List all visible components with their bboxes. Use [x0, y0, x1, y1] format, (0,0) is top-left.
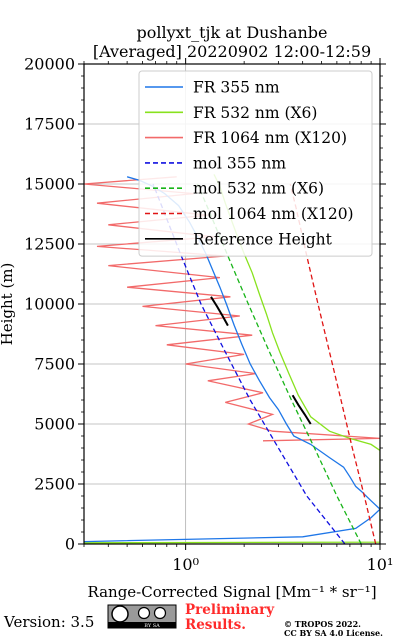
- legend-label: mol 355 nm: [193, 154, 286, 172]
- by-icon: [137, 606, 151, 620]
- legend-label: mol 1064 nm (X120): [193, 205, 354, 223]
- y-tick-label: 17500: [24, 115, 75, 134]
- y-tick-label: 15000: [24, 175, 75, 194]
- preliminary-text: Preliminary: [185, 602, 275, 618]
- cc-license-badge: BY SA: [107, 604, 177, 629]
- y-tick-label: 0: [65, 535, 75, 554]
- x-tick-label: 10¹: [367, 555, 394, 574]
- series-line-reference-height: [210, 296, 229, 327]
- results-text: Results.: [185, 617, 246, 633]
- chart-subtitle: [Averaged] 20220902 12:00-12:59: [93, 42, 371, 61]
- version-label: Version: 3.5: [3, 613, 94, 631]
- y-tick-label: 20000: [24, 55, 75, 74]
- footer: Version: 3.5 BY SA Preliminary Results. …: [3, 602, 383, 638]
- x-axis-label: Range-Corrected Signal [Mm⁻¹ * sr⁻¹]: [87, 583, 376, 601]
- license-badge-text: BY SA: [144, 623, 160, 629]
- legend-label: mol 532 nm (X6): [193, 180, 324, 198]
- legend-label: Reference Height: [193, 230, 333, 248]
- plot-border: [83, 63, 381, 545]
- legend-label: FR 1064 nm (X120): [193, 129, 347, 147]
- copyright-text: © TROPOS 2022.: [284, 619, 361, 629]
- y-tick-label: 10000: [24, 295, 75, 314]
- license-text: CC BY SA 4.0 License.: [284, 628, 383, 638]
- x-tick-label: 10⁰: [172, 555, 199, 574]
- y-tick-label: 5000: [34, 415, 75, 434]
- legend-box: [138, 70, 373, 257]
- sa-icon: [153, 606, 167, 620]
- reference-height-segment: [291, 394, 312, 425]
- legend: FR 355 nm FR 532 nm (X6) FR 1064 nm (X120)…: [138, 70, 373, 257]
- legend-label: FR 532 nm (X6): [193, 104, 317, 122]
- series-line-mol-355-nm: [152, 183, 346, 544]
- y-axis-label: Height (m): [0, 263, 16, 346]
- chart-title: pollyxt_tjk at Dushanbe: [136, 23, 327, 42]
- y-tick-label: 12500: [24, 235, 75, 254]
- y-tick-label: 2500: [34, 475, 75, 494]
- y-tick-label: 7500: [34, 355, 75, 374]
- cc-icon: [111, 605, 129, 623]
- legend-label: FR 355 nm: [193, 79, 280, 97]
